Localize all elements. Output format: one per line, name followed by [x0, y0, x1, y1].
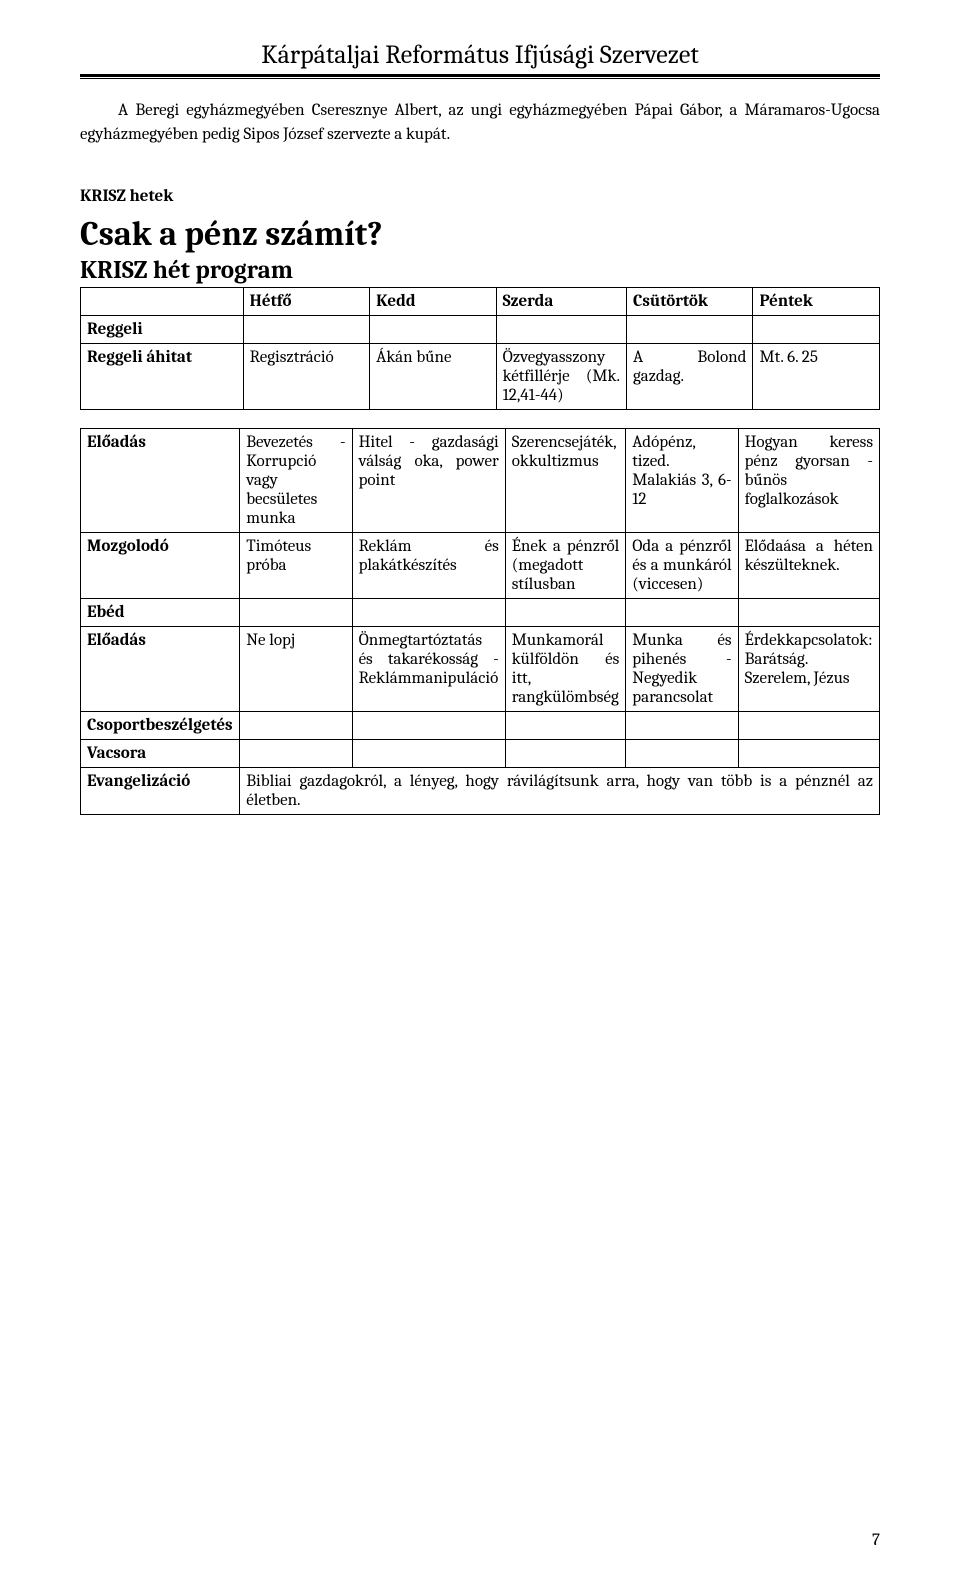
- cell: Adópénz, tized. Malakiás 3, 6-12: [626, 428, 738, 532]
- row-label-evangelizacio: Evangelizáció: [81, 767, 240, 814]
- cell: Regisztráció: [243, 343, 370, 409]
- row-label-eloadas2: Előadás: [81, 626, 240, 711]
- cell: Ének a pénzről (megadott stílusban: [505, 532, 625, 598]
- cell: Munka és pihenés - Negyedik parancsolat: [626, 626, 738, 711]
- table-row: Előadás Ne lopj Önmegtartóztatás és taka…: [81, 626, 880, 711]
- cell: Elődaása a héten készülteknek.: [738, 532, 879, 598]
- section-label: KRISZ hetek: [80, 187, 880, 206]
- row-label-csoport: Csoportbeszélgetés: [81, 711, 240, 739]
- header-wed: Szerda: [496, 287, 626, 315]
- cell: Özvegyasszony kétfillérje (Mk. 12,41-44): [496, 343, 626, 409]
- header-thu: Csütörtök: [626, 287, 753, 315]
- cell: Hitel - gazdasági válság oka, power poin…: [352, 428, 505, 532]
- table-row: Csoportbeszélgetés: [81, 711, 880, 739]
- cell-evangelizacio: Bibliai gazdagokról, a lényeg, hogy rávi…: [240, 767, 880, 814]
- page-container: Kárpátaljai Református Ifjúsági Szerveze…: [0, 0, 960, 1580]
- cell: Ne lopj: [240, 626, 352, 711]
- table-row: Vacsora: [81, 739, 880, 767]
- row-label-reggeli: Reggeli: [81, 315, 244, 343]
- table-row: Ebéd: [81, 598, 880, 626]
- row-label-eloadas: Előadás: [81, 428, 240, 532]
- cell: Mt. 6. 25: [753, 343, 880, 409]
- table-row: Evangelizáció Bibliai gazdagokról, a lén…: [81, 767, 880, 814]
- sub-title: KRISZ hét program: [80, 256, 880, 285]
- cell: Önmegtartóztatás és takarékosság - Reklá…: [352, 626, 505, 711]
- cell: Reklám és plakátkészítés: [352, 532, 505, 598]
- cell: Timóteus próba: [240, 532, 352, 598]
- intro-paragraph: A Beregi egyházmegyében Cseresznye Alber…: [80, 99, 880, 147]
- row-label-reggeli-ahitat: Reggeli áhitat: [81, 343, 244, 409]
- cell: Bevezetés - Korrupció vagy becsületes mu…: [240, 428, 352, 532]
- page-header-title: Kárpátaljai Református Ifjúsági Szerveze…: [80, 40, 880, 70]
- cell: Hogyan keress pénz gyorsan - bűnös fogla…: [738, 428, 879, 532]
- table-row: Mozgolodó Timóteus próba Reklám és plaká…: [81, 532, 880, 598]
- cell: Szerencsejáték, okkultizmus: [505, 428, 625, 532]
- cell: A Bolond gazdag.: [626, 343, 753, 409]
- table-row: Reggeli: [81, 315, 880, 343]
- schedule-table-2: Előadás Bevezetés - Korrupció vagy becsü…: [80, 428, 880, 815]
- row-label-mozgolodo: Mozgolodó: [81, 532, 240, 598]
- cell: Oda a pénzről és a munkáról (viccesen): [626, 532, 738, 598]
- table-row: Reggeli áhitat Regisztráció Ákán bűne Öz…: [81, 343, 880, 409]
- table-row: Előadás Bevezetés - Korrupció vagy becsü…: [81, 428, 880, 532]
- header-blank: [81, 287, 244, 315]
- cell: Munkamorál külföldön és itt, rangkülömbs…: [505, 626, 625, 711]
- header-fri: Péntek: [753, 287, 880, 315]
- header-tue: Kedd: [370, 287, 497, 315]
- cell: Érdekkapcsolatok: Barátság. Szerelem, Jé…: [738, 626, 879, 711]
- cell: Ákán bűne: [370, 343, 497, 409]
- page-number: 7: [872, 1531, 880, 1550]
- header-mon: Hétfő: [243, 287, 370, 315]
- table-header-row: Hétfő Kedd Szerda Csütörtök Péntek: [81, 287, 880, 315]
- schedule-table-1: Hétfő Kedd Szerda Csütörtök Péntek Regge…: [80, 287, 880, 410]
- row-label-vacsora: Vacsora: [81, 739, 240, 767]
- row-label-ebed: Ebéd: [81, 598, 240, 626]
- header-rule: [80, 74, 880, 79]
- big-title: Csak a pénz számít?: [80, 214, 880, 254]
